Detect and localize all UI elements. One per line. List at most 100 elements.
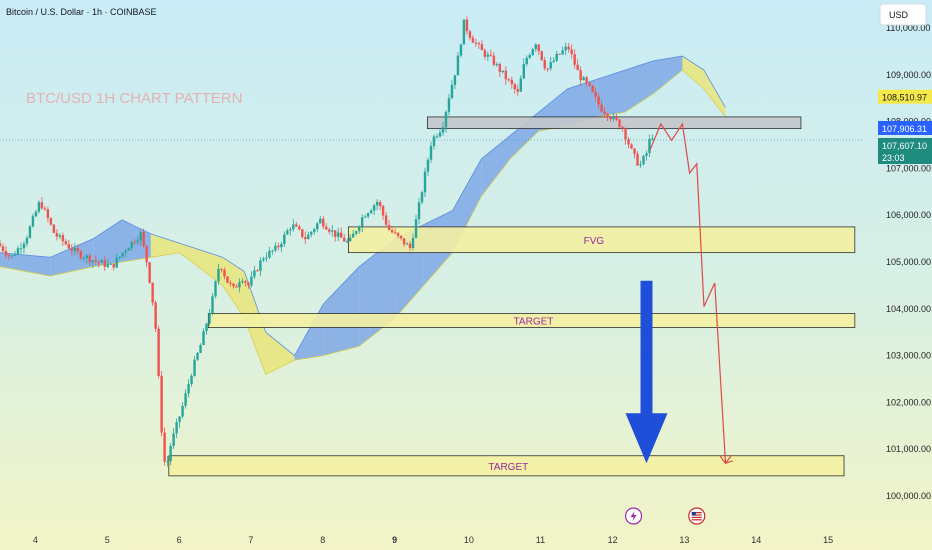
projection-arrowhead <box>719 454 732 465</box>
candle-body <box>256 270 259 272</box>
candle-body <box>136 240 139 243</box>
candle-body <box>94 260 97 262</box>
cloud-segment <box>596 70 625 117</box>
candle-body <box>172 433 175 446</box>
y-tick-label: 106,000.00 <box>886 210 931 220</box>
candle-body <box>262 258 265 261</box>
candle-body <box>283 234 286 244</box>
candle-body <box>271 250 274 252</box>
candle-body <box>585 77 588 83</box>
candle-body <box>313 229 316 232</box>
candle-body <box>307 234 310 240</box>
candle-body <box>298 226 301 230</box>
candle-body <box>274 245 277 251</box>
candle-body <box>477 43 481 45</box>
candle-body <box>250 276 253 286</box>
price-badge-label: 107,607.10 <box>882 141 927 151</box>
candle-body <box>37 202 41 212</box>
candle-body <box>528 55 531 58</box>
y-tick-label: 104,000.00 <box>886 304 931 314</box>
candle-body <box>381 206 385 216</box>
candle-body <box>190 375 193 385</box>
candle-body <box>558 53 561 55</box>
candle-body <box>55 232 59 237</box>
candle-body <box>31 216 35 227</box>
candle-body <box>289 229 292 231</box>
time-axis[interactable]: 4 5 6 7 8 9 10 11 12 13 14 15 <box>33 535 833 545</box>
candle-body <box>277 245 280 248</box>
candle-body <box>627 139 630 145</box>
projection-zigzag <box>649 122 733 465</box>
candle-body <box>73 248 77 251</box>
candle-body <box>241 281 244 283</box>
candle-body <box>106 264 109 267</box>
x-tick-label: 12 <box>608 535 618 545</box>
candle-body <box>97 261 100 263</box>
candle-body <box>591 85 594 92</box>
candle-body <box>369 210 373 214</box>
candle-body <box>322 218 325 227</box>
candle-body <box>396 232 400 236</box>
cloud-segment <box>50 238 94 277</box>
candle-body <box>579 70 582 81</box>
candle-body <box>597 96 600 105</box>
candle-body <box>187 384 190 394</box>
candle-body <box>399 235 403 239</box>
candle-body <box>408 243 412 248</box>
down-arrow <box>625 280 668 464</box>
cloud-segment <box>567 79 597 127</box>
candle-body <box>46 209 50 219</box>
down-arrow-layer <box>625 280 668 464</box>
flag-stripe <box>691 514 702 516</box>
candle-body <box>621 127 624 129</box>
x-tick-label: 15 <box>823 535 833 545</box>
candle-body <box>357 226 361 232</box>
candle-body <box>540 51 543 61</box>
candle-body <box>154 302 157 329</box>
candle-body <box>618 119 621 128</box>
candle-body <box>229 282 232 284</box>
candle-body <box>28 226 32 238</box>
candle-body <box>402 238 406 245</box>
candle-body <box>630 144 633 149</box>
candle-body <box>331 230 334 232</box>
candle-body <box>606 113 609 118</box>
candle-body <box>196 352 199 360</box>
candle-body <box>70 248 74 251</box>
candle-body <box>609 117 612 120</box>
candle-body <box>160 375 163 433</box>
candle-body <box>0 243 2 247</box>
candle-body <box>444 111 448 128</box>
candle-body <box>564 46 567 51</box>
candle-body <box>100 260 103 263</box>
candle-body <box>286 230 289 235</box>
candle-body <box>636 153 639 166</box>
x-tick-label: 6 <box>177 535 182 545</box>
candle-body <box>471 37 475 43</box>
candle-body <box>49 218 53 225</box>
candle-body <box>351 233 355 238</box>
candle-body <box>316 223 319 230</box>
candle-body <box>372 205 376 211</box>
candle-body <box>133 241 136 243</box>
candle-body <box>498 63 502 72</box>
price-badges: 108,510.97 107,906.31 107,607.10 23:03 <box>878 89 932 164</box>
cloud-segment <box>93 219 123 267</box>
y-tick-label: 110,000.00 <box>886 23 930 33</box>
candle-body <box>555 53 558 61</box>
candle-body <box>67 244 71 249</box>
candle-body <box>603 111 606 114</box>
candle-body <box>148 262 151 283</box>
candle-body <box>304 237 307 240</box>
candle-body <box>301 229 304 238</box>
candle-body <box>226 276 229 283</box>
flag-stripe <box>691 516 702 518</box>
candle-body <box>223 269 226 277</box>
cloud-segment <box>682 56 704 89</box>
price-axis[interactable]: 100,000.00 101,000.00 102,000.00 103,000.00… <box>862 0 932 550</box>
currency-button[interactable]: USD <box>879 3 927 26</box>
candle-body <box>354 231 358 234</box>
chart-watermark: BTC/USD 1H CHART PATTERN <box>26 90 242 107</box>
candle-body <box>343 237 346 242</box>
